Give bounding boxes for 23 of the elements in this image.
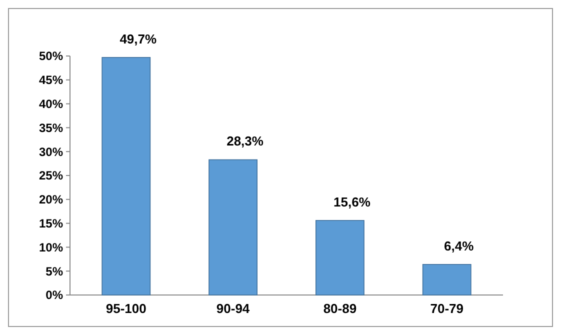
x-tick-label: 95-100: [106, 301, 146, 316]
bar: [208, 159, 258, 296]
bar: [102, 57, 151, 296]
data-label: 49,7%: [120, 31, 157, 46]
data-label: 28,3%: [226, 134, 264, 149]
y-tick-label: 15%: [38, 216, 64, 230]
y-tick-label: 45%: [38, 73, 64, 88]
y-tick-label: 50%: [38, 49, 64, 64]
y-tick-label: 35%: [38, 120, 64, 135]
y-tick-label: 30%: [38, 144, 64, 159]
data-label: 6,4%: [444, 238, 474, 254]
y-tick-label: 40%: [38, 97, 64, 111]
data-label: 15,6%: [334, 194, 371, 210]
y-tick-label: 20%: [38, 192, 64, 207]
y-tick-label: 10%: [38, 240, 64, 254]
x-tick-label: 80-89: [323, 301, 357, 316]
bar: [422, 264, 472, 296]
x-tick-label: 70-79: [430, 301, 464, 316]
y-tick-label: 0%: [46, 288, 64, 302]
y-tick-label: 25%: [38, 168, 64, 183]
y-tick-label: 5%: [46, 264, 64, 278]
bar: [316, 220, 364, 296]
x-tick-label: 90-94: [216, 301, 250, 316]
